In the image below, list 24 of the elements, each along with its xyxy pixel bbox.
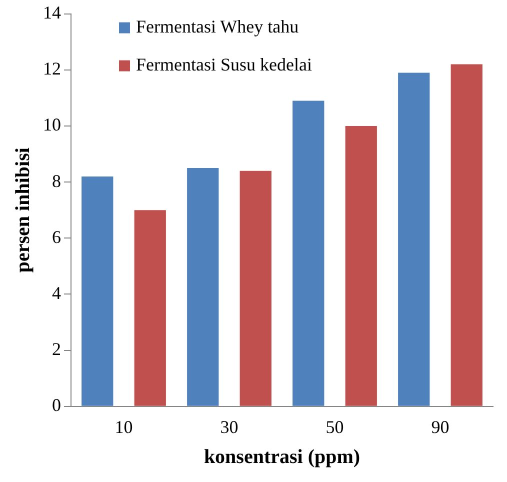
y-tick-label: 2 <box>52 339 61 360</box>
bar <box>82 176 114 406</box>
y-tick-label: 8 <box>52 170 61 191</box>
x-tick-label: 90 <box>431 416 450 437</box>
x-axis-title: konsentrasi (ppm) <box>204 446 360 468</box>
y-tick-label: 10 <box>43 114 61 135</box>
bar <box>292 100 324 406</box>
x-tick-label: 10 <box>114 416 133 437</box>
bar <box>240 170 272 406</box>
legend-label: Fermentasi Whey tahu <box>136 16 299 37</box>
x-tick-label: 30 <box>220 416 238 437</box>
bar <box>134 210 166 406</box>
bar <box>345 126 377 406</box>
y-tick-label: 4 <box>52 282 61 303</box>
y-tick-label: 12 <box>43 58 61 79</box>
bar <box>398 72 430 406</box>
bar <box>450 64 482 406</box>
y-tick-label: 0 <box>52 395 61 416</box>
x-tick-label: 50 <box>326 416 344 437</box>
bar <box>187 168 219 406</box>
y-tick-label: 6 <box>52 226 61 247</box>
y-tick-label: 14 <box>43 2 61 23</box>
legend-label: Fermentasi Susu kedelai <box>136 54 312 75</box>
y-axis-title: persen inhibisi <box>12 147 34 273</box>
